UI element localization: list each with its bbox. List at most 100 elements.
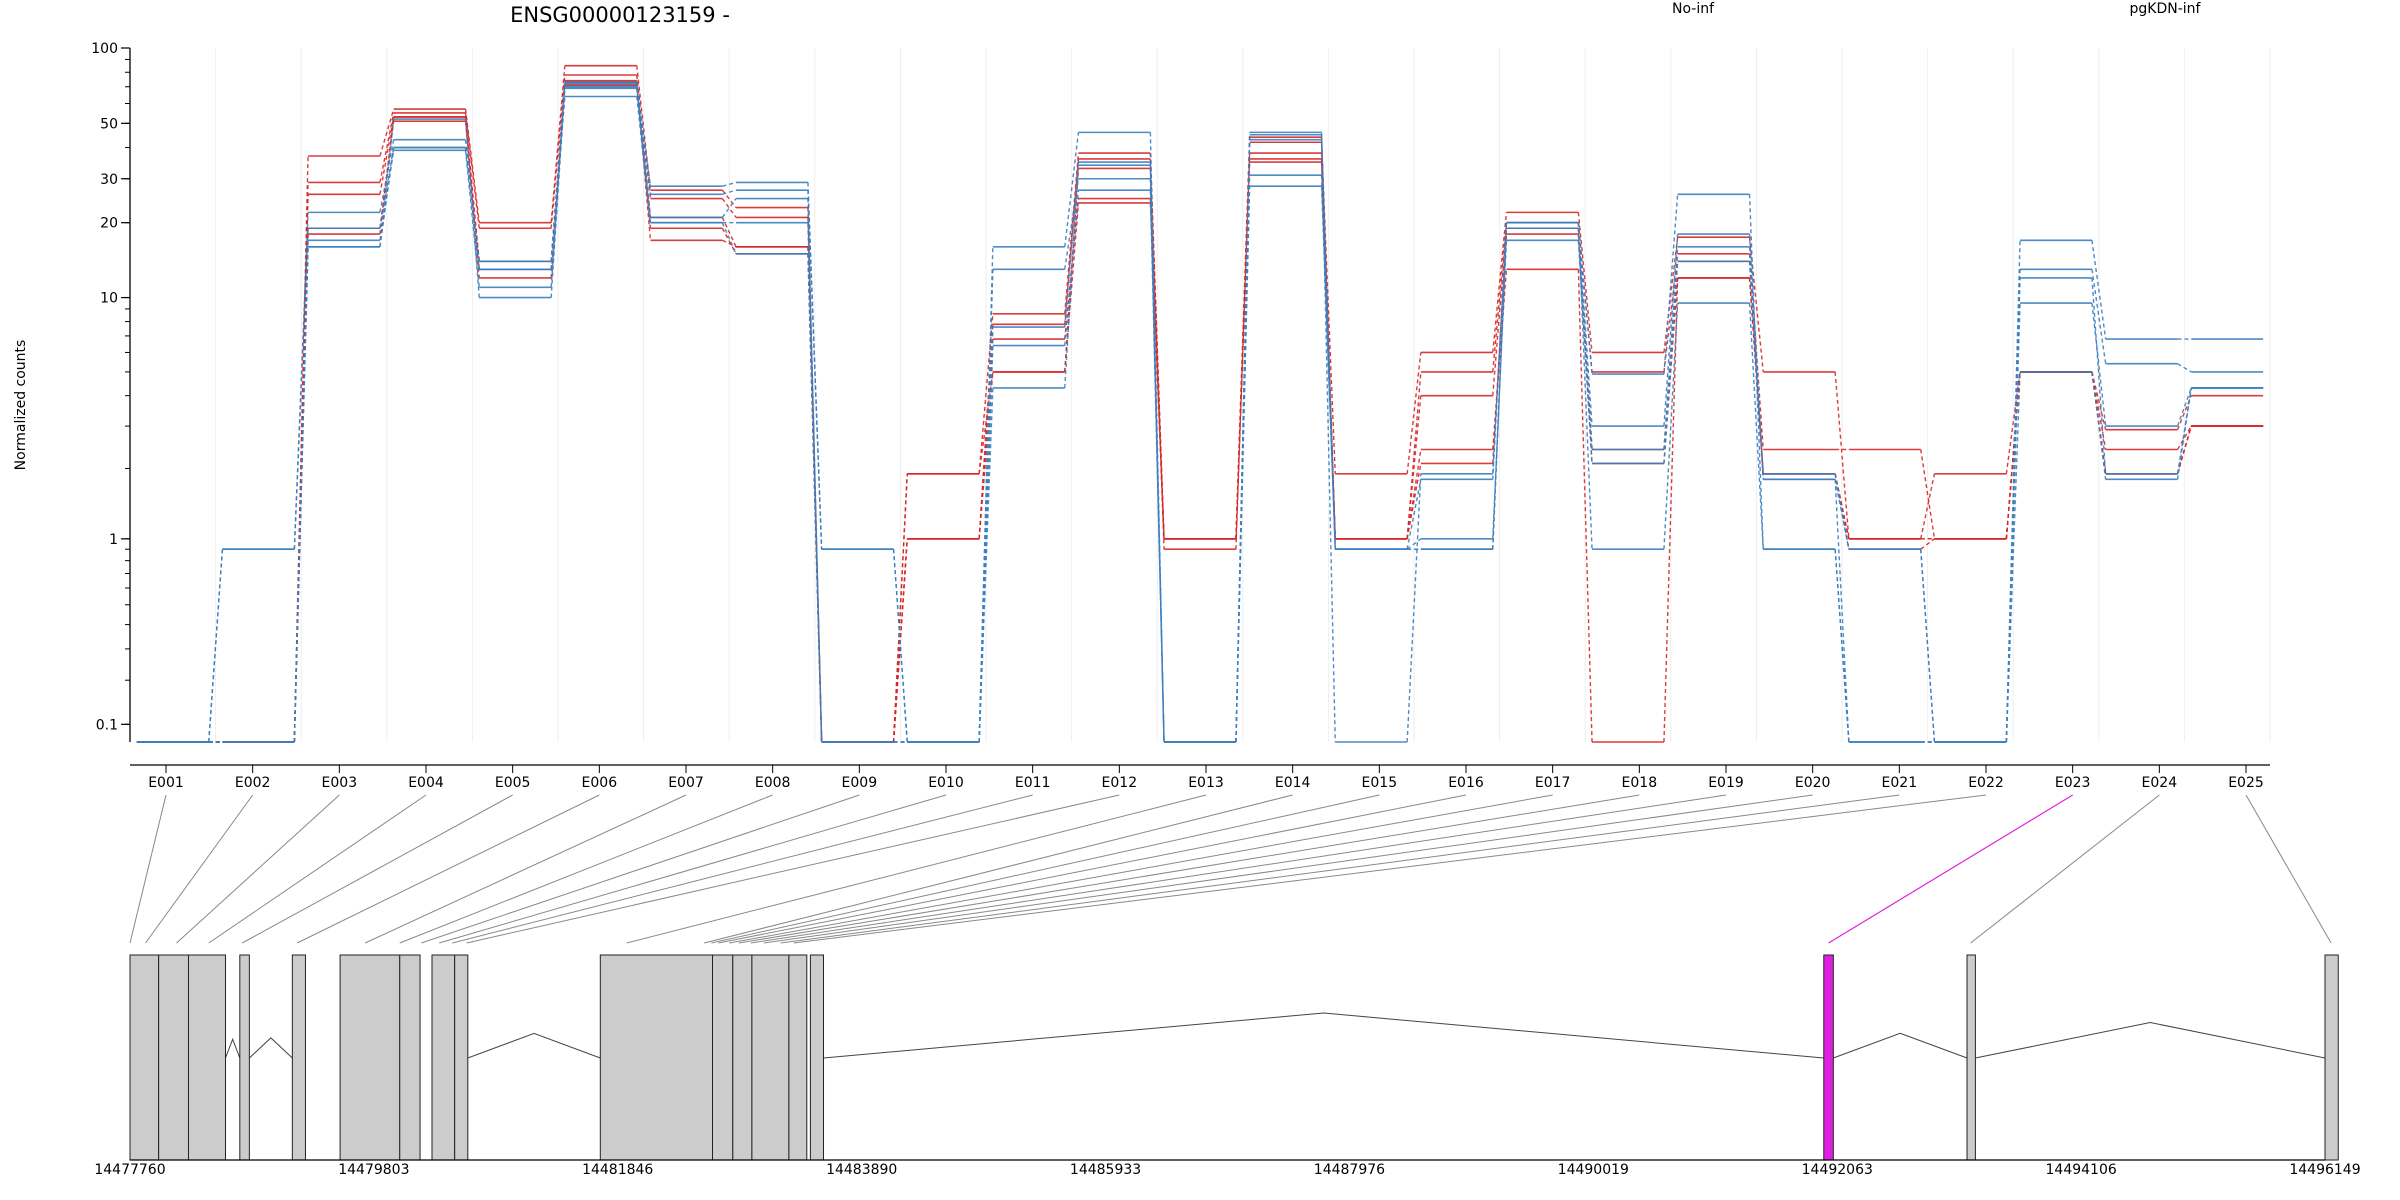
connector: [729, 794, 1553, 944]
x-tick-label: E006: [582, 775, 618, 791]
series-connector: [550, 74, 566, 229]
series-connector: [978, 387, 994, 743]
series-connector: [1577, 222, 1593, 550]
series-connector: [1748, 246, 1764, 474]
series-connector: [1577, 228, 1593, 450]
series-connector: [722, 239, 737, 248]
connector: [176, 794, 340, 944]
series-connector: [1406, 352, 1422, 474]
coordinate-tick-label: 14487976: [1314, 1162, 1385, 1178]
series-connector: [464, 139, 480, 262]
exon: [809, 954, 825, 1161]
series-connector: [807, 190, 823, 550]
series-connector: [2176, 387, 2192, 480]
connector: [2245, 794, 2332, 944]
coordinate-tick-label: 14481846: [582, 1162, 653, 1178]
chart-title: ENSG00000123159 -: [510, 3, 730, 27]
series-0: [136, 64, 2264, 743]
connector: [750, 794, 1727, 944]
x-tick-label: E014: [1275, 775, 1311, 791]
series-connector: [636, 86, 652, 223]
series-connector: [208, 549, 224, 743]
x-tick-label: E021: [1882, 775, 1918, 791]
series-connector: [2091, 269, 2107, 364]
y-tick-label: 1: [109, 532, 118, 548]
exon: [129, 954, 160, 1161]
x-tick-label: E013: [1188, 775, 1224, 791]
exon: [1966, 954, 1976, 1161]
series-connector: [379, 108, 395, 157]
x-tick-label: E001: [148, 775, 184, 791]
connector: [738, 794, 1640, 944]
series-connector: [1748, 303, 1764, 550]
series-connector: [1663, 246, 1679, 450]
y-axis: 0.1 1 10 20 30 50 100: [91, 41, 131, 742]
x-tick-label: E011: [1015, 775, 1051, 791]
series-connector: [379, 139, 395, 213]
series-2: [136, 81, 2264, 743]
exon: [158, 954, 189, 1161]
x-tick-label: E023: [2055, 775, 2091, 791]
y-tick-label: 10: [100, 291, 118, 307]
series-connector: [1492, 234, 1508, 464]
series-connector: [2091, 277, 2107, 474]
x-tick-label: E020: [1795, 775, 1831, 791]
series-connector: [1492, 222, 1508, 372]
series-1: [136, 74, 2264, 743]
series-connector: [379, 112, 395, 183]
series-connector: [1663, 261, 1679, 464]
connector: [296, 794, 600, 944]
exon: [187, 954, 226, 1161]
series-connector: [1406, 463, 1422, 539]
connector: [399, 794, 773, 944]
series-connector: [464, 118, 480, 298]
exon: [599, 954, 714, 1161]
series-connector: [892, 473, 908, 743]
connector: [1970, 794, 2160, 944]
series-connector: [1577, 212, 1593, 353]
series-connector: [1577, 222, 1593, 375]
series-connector: [379, 116, 395, 195]
series-connector: [1406, 479, 1422, 550]
connector: [780, 794, 1900, 944]
intron: [249, 1037, 293, 1059]
y-tick-label: 100: [91, 41, 118, 57]
x-tick-label: E016: [1448, 775, 1484, 791]
y-tick-label: 30: [100, 172, 118, 188]
series-connector: [722, 181, 737, 187]
exon: [712, 954, 734, 1161]
connector: [452, 794, 1033, 944]
connector: [793, 794, 1987, 944]
exon-connectors: [129, 794, 2332, 944]
series-connector: [1149, 165, 1165, 743]
series-6: [136, 87, 2264, 743]
exon: [732, 954, 753, 1161]
x-tick-label: E022: [1968, 775, 2004, 791]
connector: [718, 794, 1467, 944]
coordinate-tick-label: 14496149: [2289, 1162, 2360, 1178]
intron: [823, 1012, 1824, 1059]
series-connector: [464, 108, 480, 223]
x-tick-label: E010: [928, 775, 964, 791]
series-connector: [892, 549, 908, 743]
series-connector: [1577, 240, 1593, 464]
series-connector: [1920, 538, 1935, 550]
series-connector: [721, 222, 737, 255]
x-tick-label: E004: [408, 775, 444, 791]
series-connector: [379, 118, 395, 247]
intron: [1833, 1032, 1968, 1059]
connector: [763, 794, 1813, 944]
series-connector: [1064, 132, 1080, 247]
coordinate-tick-label: 14492063: [1802, 1162, 1873, 1178]
series-connector: [1663, 237, 1679, 353]
series-connector: [1920, 549, 1936, 743]
exon: [239, 954, 250, 1161]
connector: [364, 794, 687, 944]
series-connector: [1406, 395, 1422, 539]
x-tick-label: E002: [235, 775, 271, 791]
legend-entry-no-inf: No-inf: [1672, 1, 1715, 17]
series-connector: [2091, 371, 2107, 450]
series-connector: [807, 253, 823, 743]
series-connector: [1235, 153, 1251, 550]
x-tick-label: E009: [842, 775, 878, 791]
